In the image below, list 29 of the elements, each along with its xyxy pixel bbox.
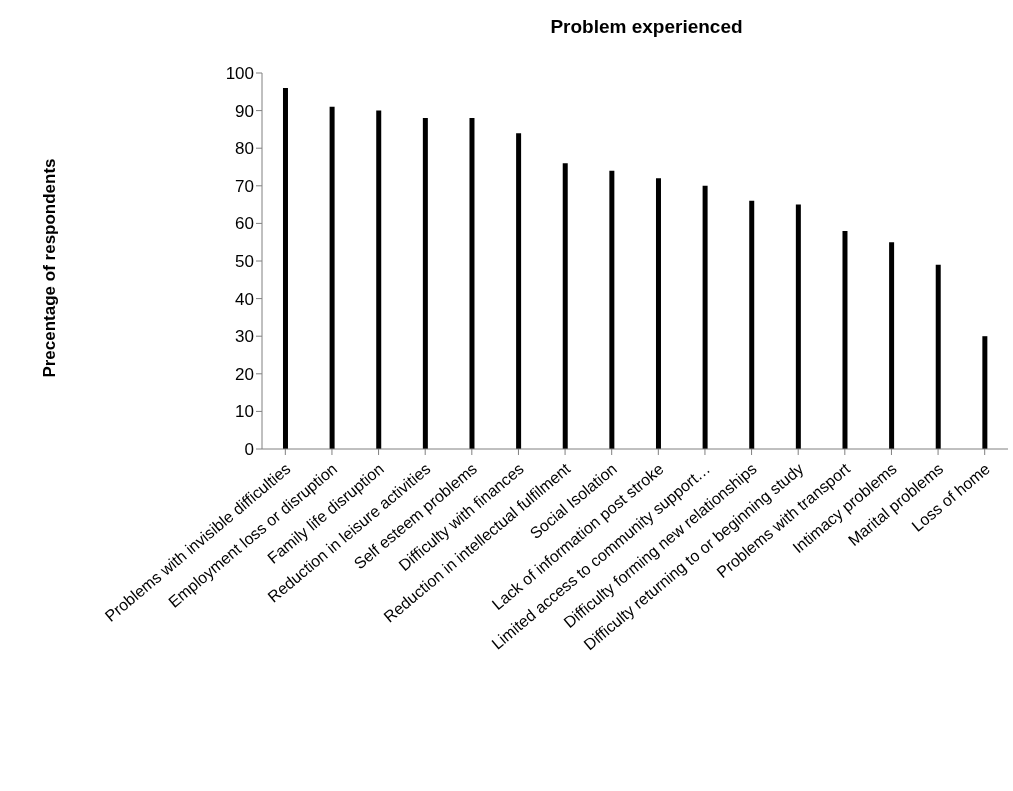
bar: [889, 242, 895, 449]
bar: [376, 110, 382, 449]
bar: [982, 336, 988, 449]
bar: [282, 88, 288, 449]
y-tick-label: 50: [235, 252, 254, 272]
chart-title: Problem experienced: [549, 16, 744, 38]
bar: [842, 230, 848, 449]
y-tick-label: 100: [225, 64, 254, 84]
y-tick-label: 80: [235, 139, 254, 159]
y-tick-label: 70: [235, 176, 254, 196]
bar: [609, 170, 615, 449]
y-tick-label: 30: [235, 327, 254, 347]
bar: [795, 204, 801, 449]
y-tick-label: 10: [235, 402, 254, 422]
bar: [749, 200, 755, 449]
y-axis-title: Precentage of respondents: [40, 158, 60, 378]
bar: [516, 133, 522, 449]
bar: [655, 178, 661, 449]
bar: [469, 118, 475, 449]
y-tick-label: 0: [244, 440, 254, 460]
bar: [935, 264, 941, 449]
y-tick-label: 40: [235, 289, 254, 309]
y-tick-label: 20: [235, 364, 254, 384]
bar: [422, 118, 428, 449]
bar: [702, 185, 708, 449]
y-tick-label: 60: [235, 214, 254, 234]
bar: [562, 163, 568, 449]
bar: [329, 106, 335, 449]
y-tick-label: 90: [235, 101, 254, 121]
